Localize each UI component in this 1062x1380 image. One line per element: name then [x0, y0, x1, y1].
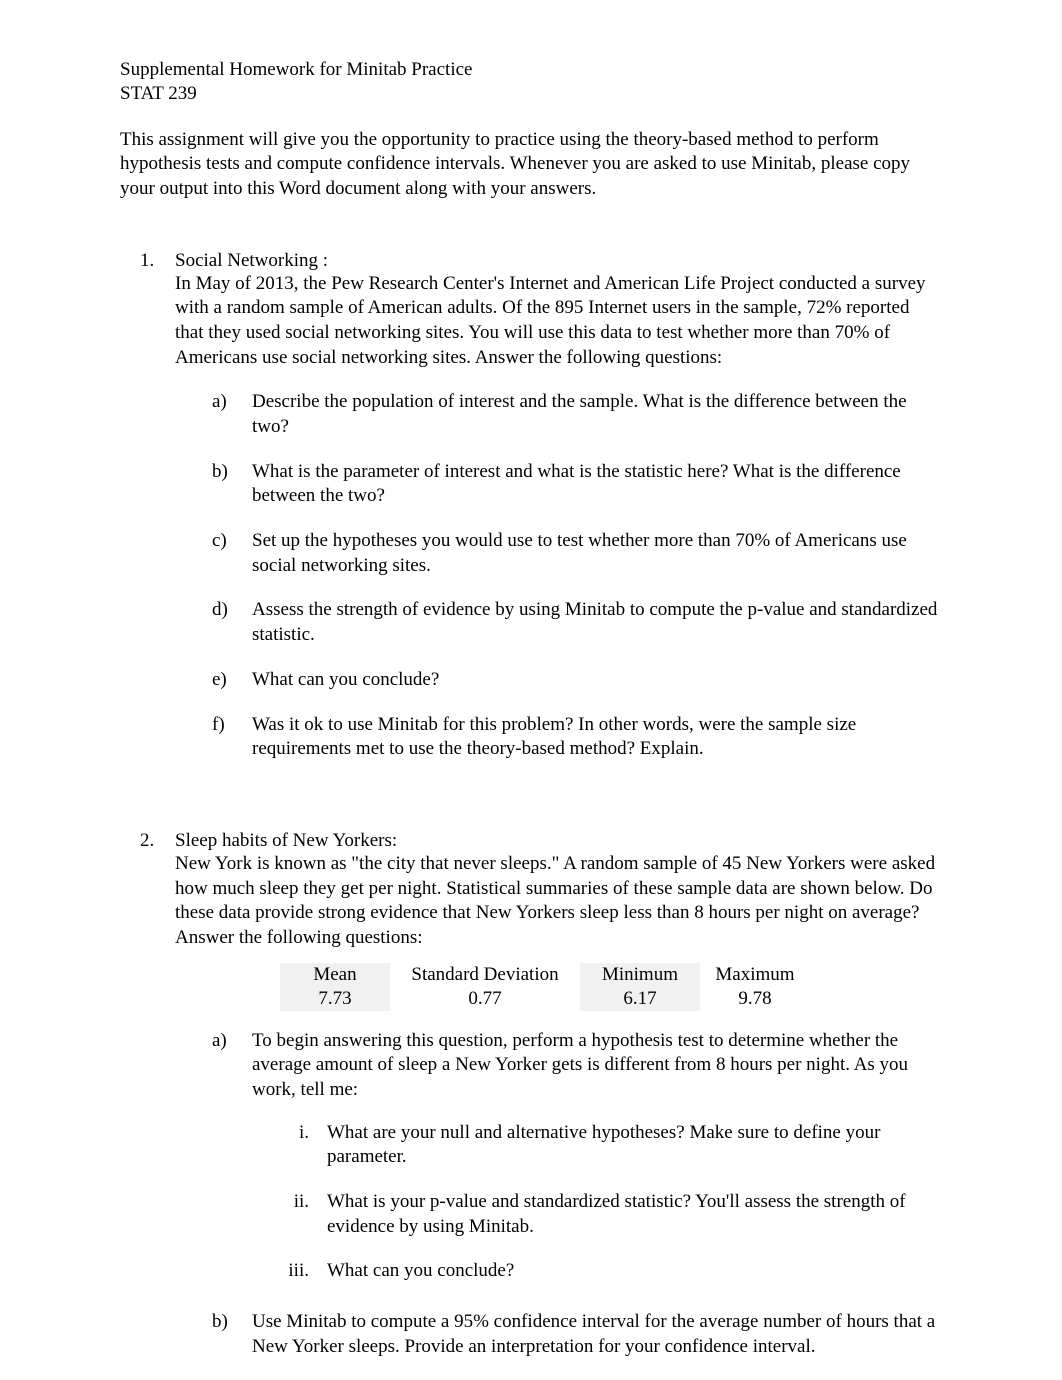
stats-table: Mean Standard Deviation Minimum Maximum …: [280, 963, 810, 1011]
q2-text: New York is known as "the city that neve…: [175, 852, 942, 951]
td-min: 6.17: [580, 987, 700, 1011]
td-max: 9.78: [700, 987, 810, 1011]
q1-text: In May of 2013, the Pew Research Center'…: [175, 272, 942, 371]
q2-item-a: a) To begin answering this question, per…: [212, 1029, 942, 1305]
q1-item-c: c) Set up the hypotheses you would use t…: [212, 529, 942, 578]
q2-a-ii-text: What is your p-value and standardized st…: [327, 1190, 942, 1239]
question-2: 2. Sleep habits of New Yorkers: New York…: [120, 830, 942, 1380]
q1-item-f: f) Was it ok to use Minitab for this pro…: [212, 713, 942, 762]
q2-number: 2.: [140, 830, 175, 1380]
q2-a-letter: a): [212, 1029, 252, 1305]
q2-title: Sleep habits of New Yorkers:: [175, 830, 942, 852]
q2-b-text: Use Minitab to compute a 95% confidence …: [252, 1310, 942, 1359]
table-header-row: Mean Standard Deviation Minimum Maximum: [280, 963, 810, 987]
intro-text: This assignment will give you the opport…: [120, 128, 942, 202]
q2-a-ii-num: ii.: [282, 1190, 327, 1239]
q2-b-letter: b): [212, 1310, 252, 1359]
td-sd: 0.77: [390, 987, 580, 1011]
q2-a-i-num: i.: [282, 1121, 327, 1170]
q1-d-letter: d): [212, 598, 252, 647]
q2-a-text: To begin answering this question, perfor…: [252, 1029, 942, 1103]
q1-f-text: Was it ok to use Minitab for this proble…: [252, 713, 942, 762]
th-max: Maximum: [700, 963, 810, 987]
q1-a-letter: a): [212, 390, 252, 439]
th-min: Minimum: [580, 963, 700, 987]
q1-item-a: a) Describe the population of interest a…: [212, 390, 942, 439]
q1-e-letter: e): [212, 668, 252, 693]
q1-b-letter: b): [212, 460, 252, 509]
th-sd: Standard Deviation: [390, 963, 580, 987]
q1-b-text: What is the parameter of interest and wh…: [252, 460, 942, 509]
doc-course: STAT 239: [120, 82, 942, 106]
q1-number: 1.: [140, 250, 175, 782]
q2-a-iii: iii. What can you conclude?: [282, 1259, 942, 1284]
question-1: 1. Social Networking : In May of 2013, t…: [120, 250, 942, 782]
q1-a-text: Describe the population of interest and …: [252, 390, 942, 439]
table-value-row: 7.73 0.77 6.17 9.78: [280, 987, 810, 1011]
q2-a-iii-text: What can you conclude?: [327, 1259, 942, 1284]
q2-a-ii: ii. What is your p-value and standardize…: [282, 1190, 942, 1239]
th-mean: Mean: [280, 963, 390, 987]
td-mean: 7.73: [280, 987, 390, 1011]
q2-a-iii-num: iii.: [282, 1259, 327, 1284]
q1-item-e: e) What can you conclude?: [212, 668, 942, 693]
q1-item-d: d) Assess the strength of evidence by us…: [212, 598, 942, 647]
q2-a-i: i. What are your null and alternative hy…: [282, 1121, 942, 1170]
q1-c-text: Set up the hypotheses you would use to t…: [252, 529, 942, 578]
q1-d-text: Assess the strength of evidence by using…: [252, 598, 942, 647]
q1-e-text: What can you conclude?: [252, 668, 942, 693]
q2-item-b: b) Use Minitab to compute a 95% confiden…: [212, 1310, 942, 1359]
q1-f-letter: f): [212, 713, 252, 762]
q1-title: Social Networking :: [175, 250, 942, 272]
q1-item-b: b) What is the parameter of interest and…: [212, 460, 942, 509]
doc-title: Supplemental Homework for Minitab Practi…: [120, 58, 942, 82]
q1-c-letter: c): [212, 529, 252, 578]
q2-a-i-text: What are your null and alternative hypot…: [327, 1121, 942, 1170]
